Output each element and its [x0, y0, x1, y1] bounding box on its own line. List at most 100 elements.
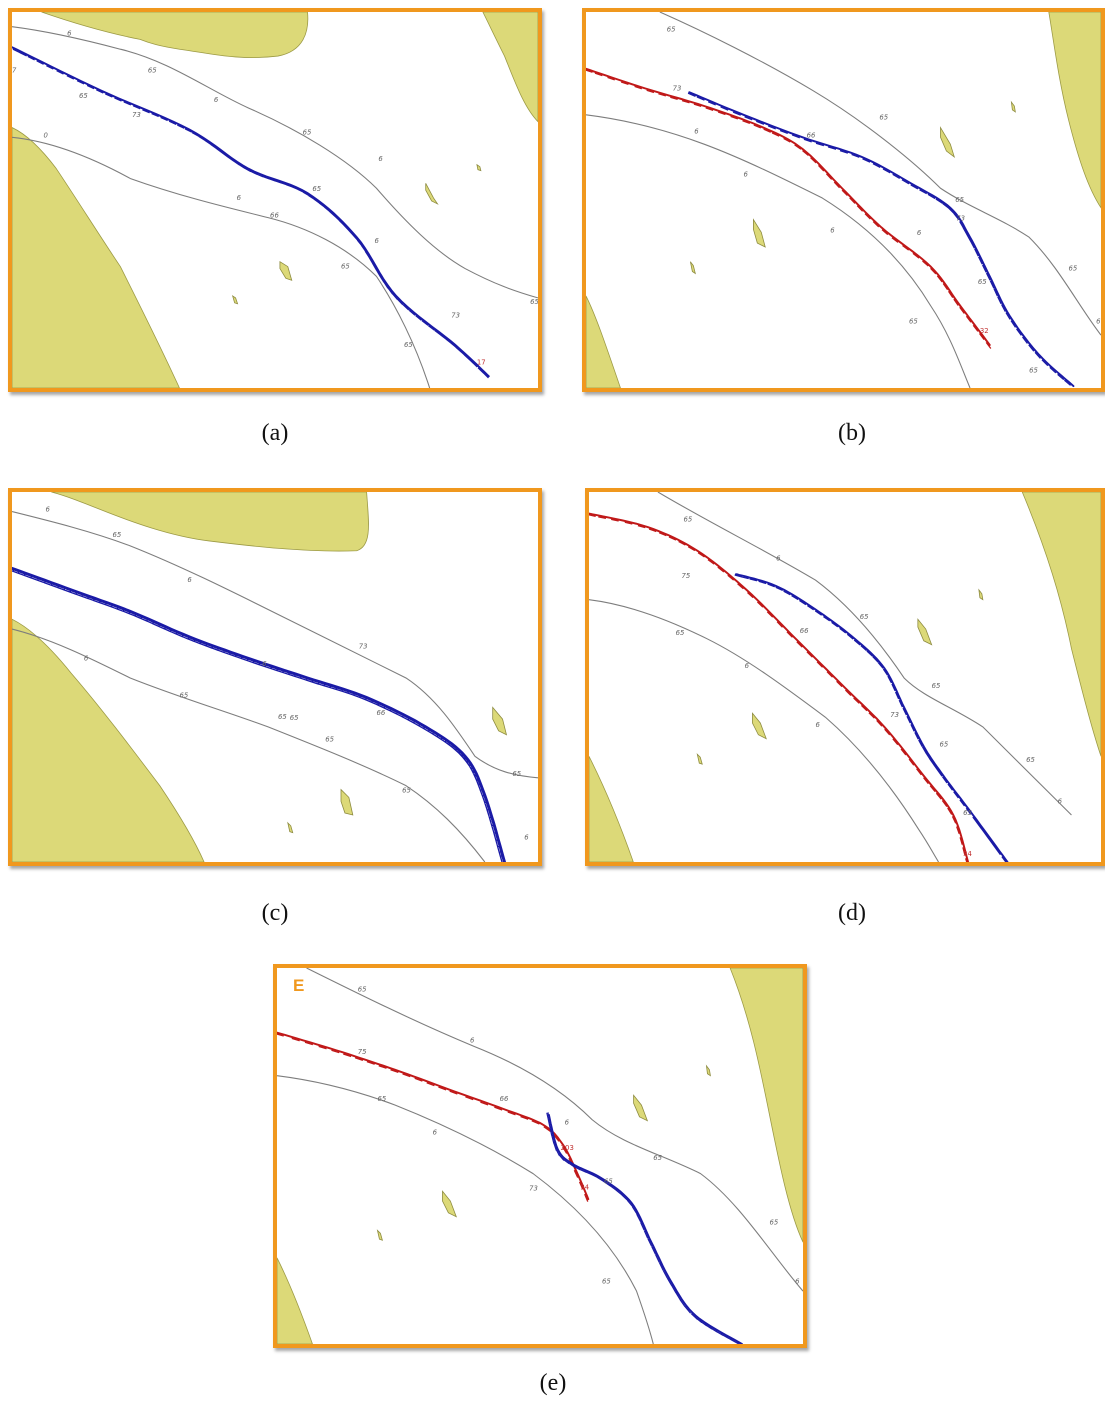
depth-sounding-label: 6 — [830, 226, 835, 234]
depth-sounding-label: 65 — [303, 128, 312, 136]
depth-sounding-label: 65 — [940, 741, 949, 749]
depth-sounding-label: 73 — [451, 312, 460, 320]
depth-sounding-label: 65 — [653, 1154, 662, 1162]
rock-shoal — [279, 260, 293, 281]
depth-sounding-label: 65 — [530, 298, 538, 306]
vessel-track — [12, 46, 490, 378]
depth-sounding-label: 6 — [917, 229, 922, 237]
depth-sounding-label: 6 — [433, 1128, 438, 1136]
depth-sounding-label: 66 — [807, 131, 816, 139]
depth-sounding-label: 65 — [404, 341, 413, 349]
vessel-hull-outlines — [12, 47, 489, 379]
depth-sounding-label: 6 — [524, 834, 529, 842]
land-area — [277, 1257, 313, 1344]
depth-sounding-label: 73 — [132, 111, 141, 119]
land-area — [12, 618, 205, 862]
depth-sounding-label: 65 — [148, 67, 157, 75]
track-group — [277, 1031, 743, 1344]
depth-sounding-label: 65 — [909, 317, 918, 325]
depth-sounding-label: 6 — [815, 721, 820, 729]
rock-shoal — [442, 1190, 457, 1218]
vessel-track — [547, 1113, 743, 1344]
vessel-hull-outlines — [687, 91, 1071, 386]
depth-sounding-label: 75 — [682, 572, 691, 580]
track-end-label: 34 — [963, 850, 972, 858]
depth-sounding-label: 65 — [676, 629, 685, 637]
land-area — [12, 127, 180, 388]
depth-sounding-label: 6 — [84, 654, 89, 662]
depth-sounding-label: 73 — [890, 711, 899, 719]
depth-sounding-label: 6 — [795, 1277, 800, 1285]
land-area — [482, 12, 538, 123]
track-group — [12, 46, 490, 379]
depth-sounding-label: 6 — [45, 506, 50, 514]
rock-shoal — [978, 588, 984, 601]
rock-shoal — [231, 295, 239, 305]
depth-sounding-label: 65 — [667, 26, 676, 34]
map-panel-c: 6 65 6 73 6 65 65 66 6 65 65 65 65 6 — [8, 488, 542, 866]
rock-shoal — [287, 821, 294, 834]
vessel-track — [586, 67, 991, 346]
depth-sounding-label: 73 — [529, 1184, 538, 1192]
land-area — [41, 12, 309, 58]
depth-sounding-label: 73 — [359, 643, 368, 651]
track-group — [12, 566, 506, 862]
depth-sounding-label: 6 — [67, 30, 72, 38]
depth-sounding-label: 66 — [500, 1095, 509, 1103]
vessel-hull-outlines — [734, 573, 1007, 862]
rock-shoal — [1010, 100, 1016, 113]
depth-sounding-label: 73 — [956, 215, 965, 223]
depth-contour — [586, 114, 971, 388]
depth-sounding-label: 65 — [112, 531, 121, 539]
depth-sounding-label: 65 — [602, 1277, 611, 1285]
depth-sounding-label: 65 — [1029, 366, 1038, 374]
caption-c: (c) — [261, 900, 289, 926]
depth-sounding-label: 73 — [673, 84, 682, 92]
chart-map-a: 66573665665666665736565650717 — [12, 12, 538, 388]
caption-b: (b) — [838, 420, 866, 446]
track-end-label: 34 — [580, 1183, 589, 1191]
depth-sounding-label: 65 — [879, 114, 888, 122]
land-area — [586, 295, 621, 388]
depth-sounding-label: 6 — [1096, 317, 1101, 325]
depth-sounding-label: 65 — [604, 1177, 613, 1185]
map-panel-d: 65 6 75 65 66 6 65 6 73 65 65 65 65 6 34 — [585, 488, 1105, 866]
depth-sounding-label: 65 — [278, 713, 287, 721]
depth-sounding-label: 65 — [963, 809, 972, 817]
depth-contour — [12, 511, 538, 779]
depth-sounding-label: 65 — [932, 682, 941, 690]
land-area — [51, 492, 369, 552]
caption-e: (e) — [539, 1370, 567, 1396]
depth-sounding-label: 65 — [341, 263, 350, 271]
vessel-track — [735, 573, 1009, 862]
rock-shoal — [689, 261, 696, 275]
vessel-track — [277, 1031, 590, 1201]
depth-sounding-label: 65 — [179, 692, 188, 700]
depth-contour — [657, 492, 1072, 816]
depth-sounding-label: 6 — [374, 237, 379, 245]
panel-letter: E — [293, 976, 305, 995]
track-group — [586, 67, 1075, 388]
depth-sounding-label: 65 — [290, 714, 299, 722]
rock-shoal — [376, 1229, 383, 1241]
depth-contour — [277, 1075, 654, 1344]
rock-shoal — [492, 706, 508, 736]
depth-sounding-label: 6 — [745, 662, 750, 670]
track-end-label: 32 — [980, 327, 989, 335]
depth-sounding-label: 6 — [470, 1036, 475, 1044]
depth-sounding-label: 65 — [79, 92, 88, 100]
depth-sounding-label: 66 — [376, 709, 385, 717]
depth-sounding-label: 65 — [402, 787, 411, 795]
land-area — [589, 756, 634, 862]
rock-shoal — [753, 218, 766, 248]
depth-sounding-label: 6 — [776, 555, 781, 563]
vessel-hull-outlines — [546, 1112, 741, 1344]
vessel-hull-outlines — [12, 568, 504, 862]
track-group — [589, 512, 1009, 862]
depth-sounding-label: 7 — [12, 67, 17, 75]
